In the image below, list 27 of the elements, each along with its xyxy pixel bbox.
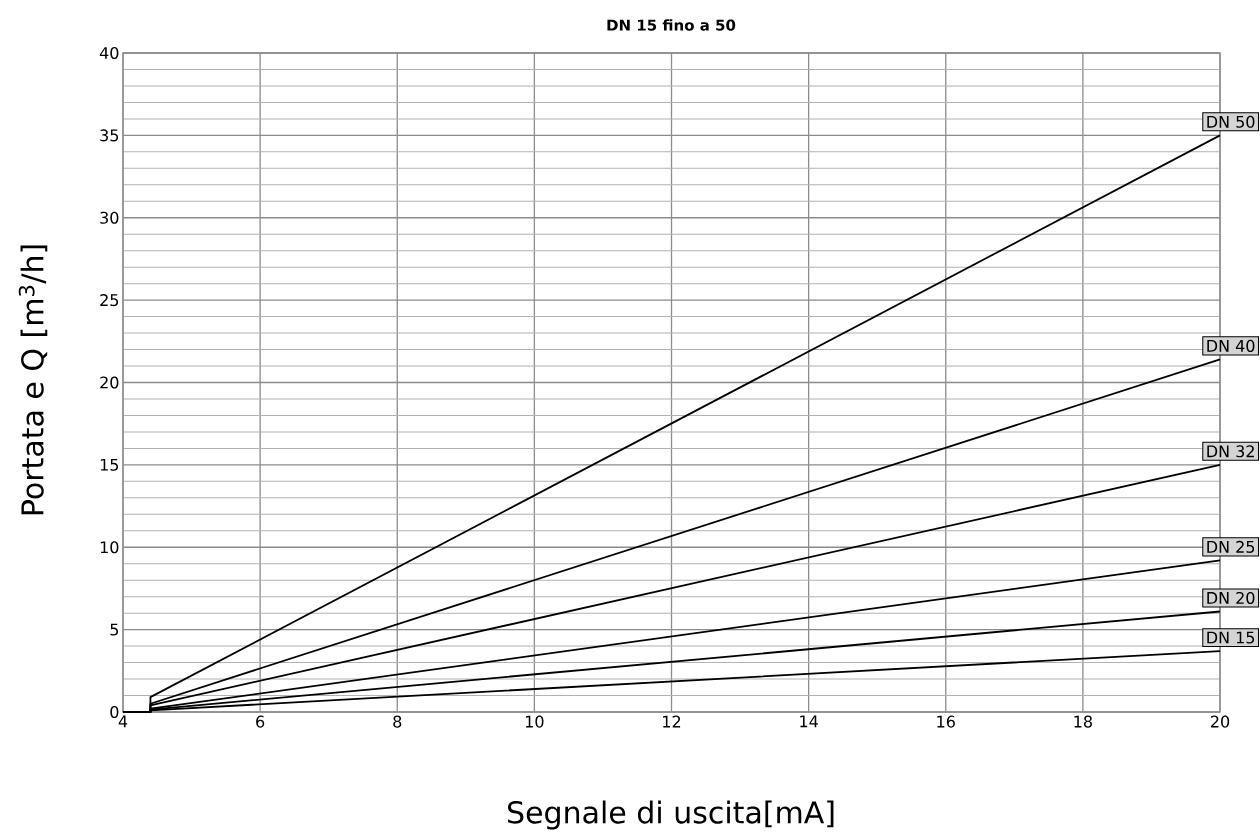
y-tick-label: 10 <box>100 541 119 554</box>
x-tick-label: 16 <box>937 715 955 728</box>
series-label: DN 15 <box>1207 631 1255 644</box>
x-tick-label: 4 <box>118 715 128 728</box>
y-axis-title: Portata e Q [m$^{3}$/h] <box>18 245 48 515</box>
series-label: DN 32 <box>1207 445 1254 458</box>
y-tick-label: 25 <box>100 294 119 307</box>
y-tick-label: 5 <box>110 623 119 636</box>
y-tick-label: 40 <box>99 46 119 60</box>
y-tick-label: 35 <box>100 129 119 142</box>
x-tick-label: 12 <box>663 715 681 728</box>
x-tick-label: 10 <box>525 715 544 728</box>
series-label: DN 20 <box>1207 591 1255 604</box>
y-tick-label: 15 <box>100 458 119 471</box>
series-label: DN 50 <box>1207 115 1255 128</box>
y-tick-label: 30 <box>100 211 119 224</box>
y-tick-label: 20 <box>100 376 119 389</box>
x-tick-label: 6 <box>256 715 265 728</box>
x-tick-label: 20 <box>1211 715 1230 728</box>
chart-title: DN 15 fino a 50 <box>607 19 736 31</box>
x-tick-label: 18 <box>1074 715 1092 728</box>
y-tick-label: 0 <box>110 705 119 719</box>
x-tick-label: 14 <box>800 715 818 728</box>
series-label: DN 40 <box>1207 339 1255 352</box>
x-tick-label: 8 <box>393 715 402 728</box>
x-axis-title: Segnale di uscita[mA] <box>508 800 834 830</box>
series-label: DN 25 <box>1207 540 1255 553</box>
